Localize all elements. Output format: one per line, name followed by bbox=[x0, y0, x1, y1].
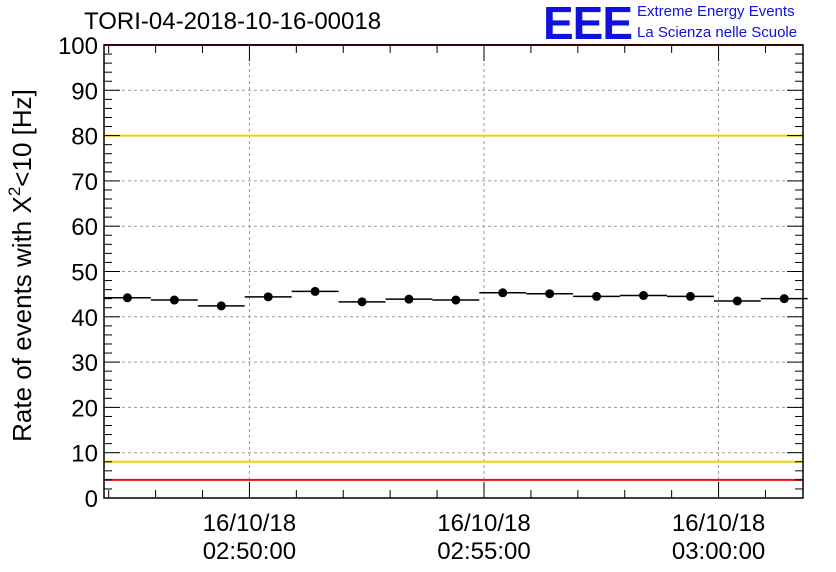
axes bbox=[103, 44, 804, 499]
y-axis-title: Rate of events with X2<10 [Hz] bbox=[5, 89, 37, 442]
x-tick-label-date: 16/10/18 bbox=[672, 510, 765, 537]
y-tick-label: 20 bbox=[71, 395, 98, 422]
y-tick-label: 10 bbox=[71, 441, 98, 468]
x-tick-label-time: 03:00:00 bbox=[672, 538, 765, 565]
data-point bbox=[779, 294, 789, 304]
data-point bbox=[169, 295, 179, 305]
data-point bbox=[310, 286, 320, 296]
y-tick-label: 90 bbox=[71, 78, 98, 105]
x-tick-label-time: 02:50:00 bbox=[203, 538, 296, 565]
data-point bbox=[545, 289, 555, 299]
y-tick-label: 60 bbox=[71, 214, 98, 241]
y-tick-label: 0 bbox=[85, 486, 98, 513]
y-tick-label: 70 bbox=[71, 169, 98, 196]
data-point bbox=[404, 294, 414, 304]
x-tick-label-time: 02:55:00 bbox=[437, 538, 530, 565]
grid-layer bbox=[104, 44, 803, 499]
y-tick-label: 100 bbox=[58, 33, 98, 60]
y-axis-title-suffix: <10 [Hz] bbox=[7, 89, 37, 187]
data-point bbox=[685, 291, 695, 301]
data-point bbox=[498, 288, 508, 298]
logo-text-line-1: Extreme Energy Events bbox=[637, 3, 795, 20]
chart-title: TORI-04-2018-10-16-00018 bbox=[84, 8, 382, 35]
y-tick-label: 40 bbox=[71, 305, 98, 332]
data-point bbox=[638, 291, 648, 301]
data-points bbox=[104, 286, 808, 311]
logo-text-line-2: La Scienza nelle Scuole bbox=[637, 24, 798, 41]
data-point bbox=[732, 296, 742, 306]
data-point bbox=[451, 295, 461, 305]
x-tick-label-date: 16/10/18 bbox=[203, 510, 296, 537]
axis-labels: 010203040506070809010016/10/1802:50:0016… bbox=[5, 33, 765, 565]
y-tick-label: 80 bbox=[71, 124, 98, 151]
reference-lines bbox=[104, 44, 803, 481]
x-tick-label-date: 16/10/18 bbox=[437, 510, 530, 537]
y-axis-title-superscript: 2 bbox=[5, 187, 24, 196]
data-point bbox=[592, 291, 602, 301]
y-tick-label: 50 bbox=[71, 260, 98, 287]
eee-logo: EEE Extreme Energy Events La Scienza nel… bbox=[543, 0, 833, 46]
y-axis-title-main: Rate of events with X bbox=[7, 196, 37, 442]
data-point bbox=[263, 292, 273, 302]
y-tick-label: 30 bbox=[71, 350, 98, 377]
data-point bbox=[357, 297, 367, 307]
eee-logo-mark: EEE bbox=[543, 0, 633, 49]
data-point bbox=[216, 301, 226, 311]
data-point bbox=[122, 293, 132, 303]
